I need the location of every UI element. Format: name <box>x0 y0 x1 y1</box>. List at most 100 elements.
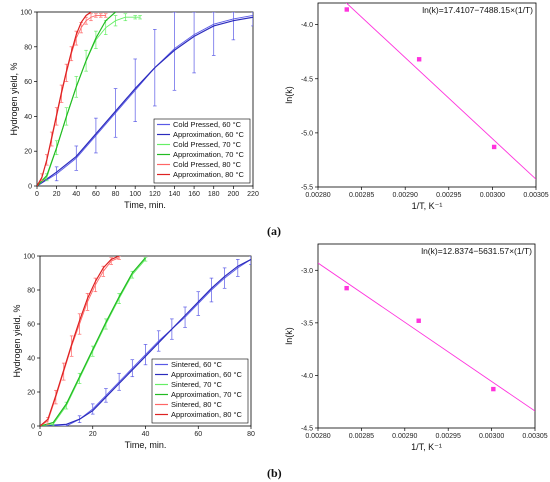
error-bar <box>196 291 201 316</box>
x-tick-label-5: 0.00305 <box>523 192 548 199</box>
error-bar <box>104 388 108 403</box>
x-tick-label-6: 120 <box>149 191 161 198</box>
series-3 <box>40 257 146 426</box>
x-tick-label-4: 80 <box>112 191 120 198</box>
plot-area-0 <box>37 12 253 186</box>
y-tick-label-0: -4.5 <box>301 426 313 433</box>
error-bar <box>130 359 135 378</box>
data-point <box>416 57 422 62</box>
plot-frame-3 <box>317 243 536 429</box>
error-bar <box>192 12 196 74</box>
x-tick-label-0: 0.00280 <box>305 192 330 199</box>
x-tick-label-1: 0.00285 <box>349 433 374 440</box>
error-bar <box>138 15 142 20</box>
error-bar <box>113 15 118 27</box>
x-tick-label-3: 0.00295 <box>436 192 461 199</box>
x-tick-label-1: 20 <box>53 191 61 198</box>
x-tick-label-1: 0.00285 <box>349 192 374 199</box>
x-tick-label-2: 40 <box>142 431 150 438</box>
y-axis-label: Hydrogen yield, % <box>9 62 19 135</box>
y-tick-label-3: -3.0 <box>301 268 313 275</box>
error-bar <box>143 344 148 366</box>
y-tick-label-3: -4.0 <box>301 22 313 29</box>
fit-equation: ln(k)=17.4107−7488.15×(1/T) <box>422 5 533 15</box>
series-5 <box>37 12 92 186</box>
error-bar <box>94 117 98 154</box>
fit-line <box>318 262 535 412</box>
error-bar <box>99 13 103 18</box>
error-bar <box>172 12 177 91</box>
error-bar <box>94 13 98 18</box>
y-tick-label-5: 100 <box>23 254 35 261</box>
error-bar <box>211 12 216 56</box>
y-tick-label-0: 0 <box>28 184 32 191</box>
error-bar <box>74 145 79 171</box>
x-axis-label: 1/T, K⁻¹ <box>412 201 443 211</box>
x-tick-label-4: 0.00300 <box>480 192 505 199</box>
fit-equation: ln(k)=12.8374−5631.57×(1/T) <box>421 246 532 256</box>
legend-entry: Sintered, 70 °C <box>171 380 223 389</box>
x-tick-label-2: 0.00290 <box>392 433 417 440</box>
plot-frame-1 <box>317 2 537 188</box>
series-line <box>40 257 120 426</box>
series-0 <box>37 12 253 186</box>
y-tick-label-1: -4.0 <box>301 373 313 380</box>
error-bar <box>90 403 95 415</box>
error-bar <box>123 13 128 22</box>
x-tick-label-0: 0 <box>38 431 42 438</box>
error-bar <box>133 15 137 20</box>
x-axis-label: Time, min. <box>124 200 166 210</box>
y-tick-label-4: 80 <box>27 288 35 295</box>
x-tick-label-3: 60 <box>194 431 202 438</box>
y-axis-label: ln(k) <box>284 327 294 345</box>
x-tick-label-4: 80 <box>247 431 255 438</box>
series-0 <box>40 256 251 426</box>
y-tick-label-1: 20 <box>27 390 35 397</box>
y-tick-label-1: 20 <box>24 149 32 156</box>
legend-box <box>151 358 249 424</box>
x-tick-label-3: 0.00295 <box>436 433 461 440</box>
x-tick-label-5: 100 <box>129 191 141 198</box>
error-bar <box>231 12 236 41</box>
legend-entry: Approximation, 70 °C <box>173 150 245 159</box>
fit-line <box>37 16 253 186</box>
y-tick-label-3: 60 <box>27 322 35 329</box>
x-tick-label-3: 60 <box>92 191 100 198</box>
error-bar <box>183 306 187 328</box>
error-bar <box>209 277 214 303</box>
fit-line <box>37 12 116 186</box>
legend-entry: Approximation, 60 °C <box>171 370 243 379</box>
legend-entry: Cold Pressed, 60 °C <box>173 120 242 129</box>
legend-box <box>153 118 251 184</box>
plot-area-2 <box>40 256 251 426</box>
fit-line <box>40 256 120 426</box>
series-4 <box>40 256 121 426</box>
time-panel-2: 0 20 40 60 80 0 20 40 60 80 100 Time, min. Hydrogen … <box>12 254 255 451</box>
x-tick-label-4: 0.00300 <box>479 433 504 440</box>
y-tick-label-2: 40 <box>24 114 32 121</box>
arrhenius-panel-1: 0.00280 0.00285 0.00290 0.00295 0.00300 0.003… <box>284 2 549 211</box>
legend-entry: Cold Pressed, 80 °C <box>173 160 242 169</box>
plot-area-1 <box>344 3 536 180</box>
series-3 <box>37 12 116 186</box>
legend-entry: Sintered, 60 °C <box>171 360 223 369</box>
error-bar <box>236 259 240 277</box>
x-axis-label: 1/T, K⁻¹ <box>411 442 442 452</box>
data-point <box>416 318 421 323</box>
x-tick-label-2: 0.00290 <box>393 192 418 199</box>
error-bar <box>251 12 253 27</box>
x-tick-label-5: 0.00305 <box>522 433 547 440</box>
plot-area-3 <box>318 262 535 412</box>
error-bar <box>117 372 121 391</box>
arrhenius-panel-3: 0.00280 0.00285 0.00290 0.00295 0.00300 0.003… <box>284 243 548 452</box>
y-tick-label-0: -5.5 <box>301 185 313 192</box>
error-bar <box>54 166 59 182</box>
fit-line <box>37 12 92 186</box>
x-tick-label-11: 220 <box>247 191 259 198</box>
data-point <box>491 386 496 392</box>
data-point <box>344 7 349 12</box>
error-bar <box>113 88 118 138</box>
legend-entry: Cold Pressed, 70 °C <box>173 140 242 149</box>
